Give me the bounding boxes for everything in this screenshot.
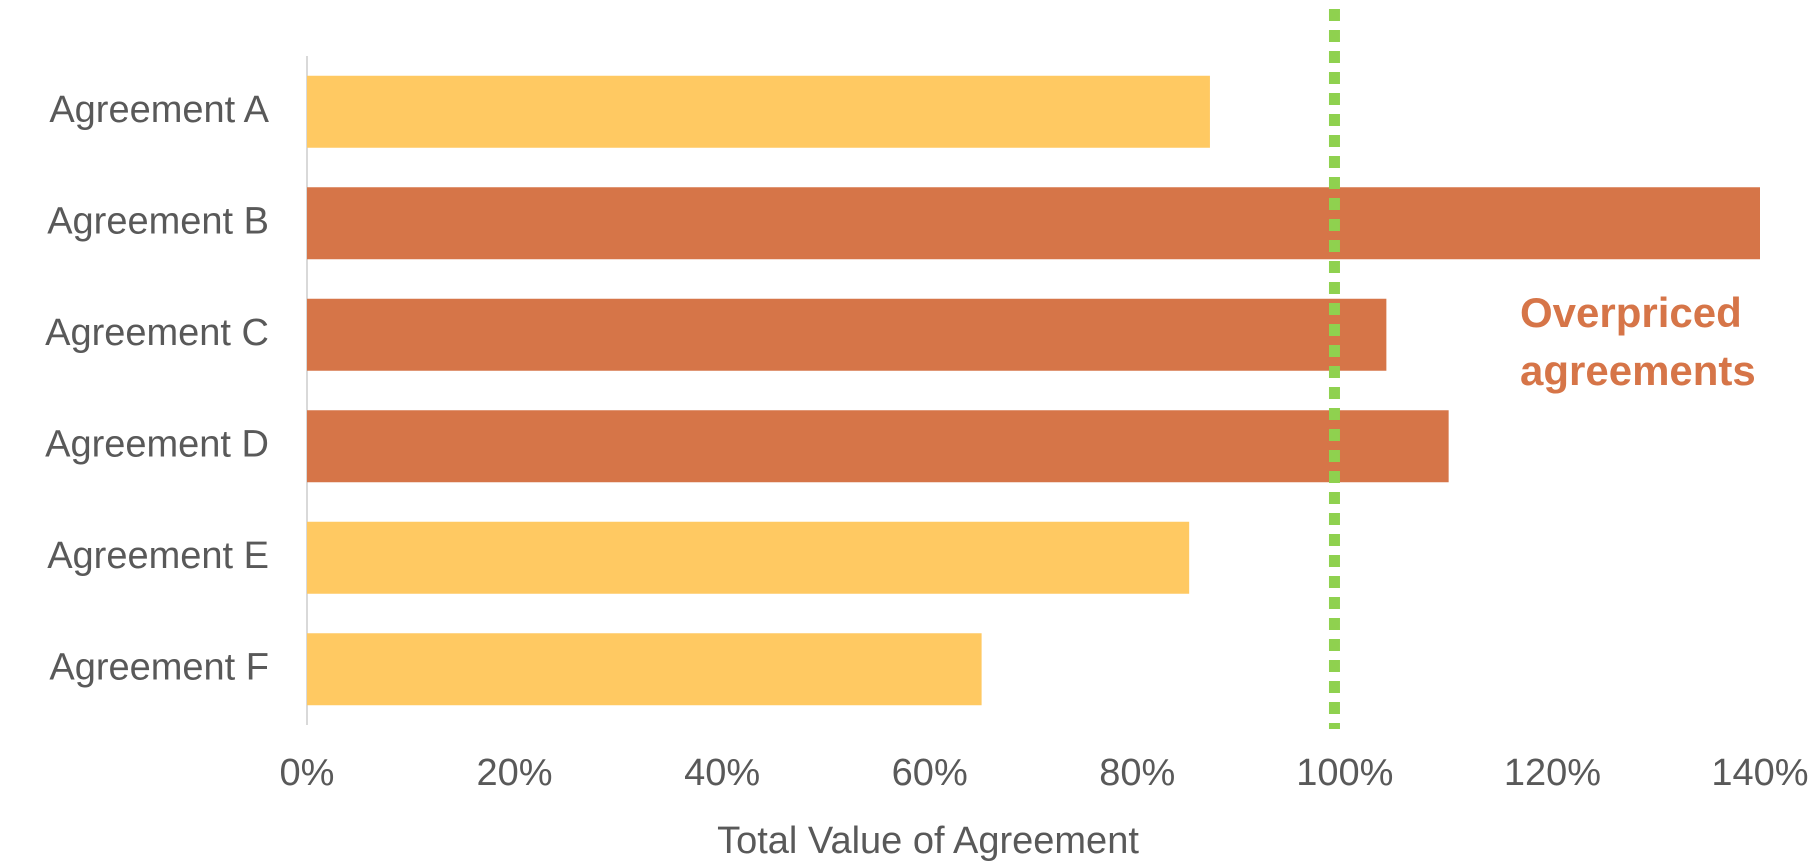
y-tick-label: Agreement E	[47, 535, 269, 577]
x-tick-label: 40%	[684, 752, 760, 794]
x-tick-label: 80%	[1099, 752, 1175, 794]
x-tick-label: 100%	[1296, 752, 1393, 794]
y-tick-label: Agreement F	[49, 646, 269, 688]
bar	[307, 75, 1210, 148]
y-tick-label: Agreement D	[45, 423, 269, 465]
x-tick-label: 60%	[892, 752, 968, 794]
annotation: agreements	[1520, 347, 1756, 394]
bar	[307, 410, 1449, 483]
bar	[307, 298, 1387, 371]
x-tick-label: 120%	[1504, 752, 1601, 794]
bar	[307, 187, 1760, 260]
annotation: Overpriced	[1520, 289, 1742, 336]
y-tick-label: Agreement B	[47, 200, 269, 242]
x-tick-label: 20%	[477, 752, 553, 794]
y-tick-label: Agreement C	[45, 312, 269, 354]
x-tick-label: 140%	[1711, 752, 1808, 794]
y-tick-label: Agreement A	[49, 89, 269, 131]
bar	[307, 633, 982, 706]
bar	[307, 521, 1190, 594]
x-tick-label: 0%	[280, 752, 335, 794]
x-axis-title: Total Value of Agreement	[717, 820, 1139, 862]
